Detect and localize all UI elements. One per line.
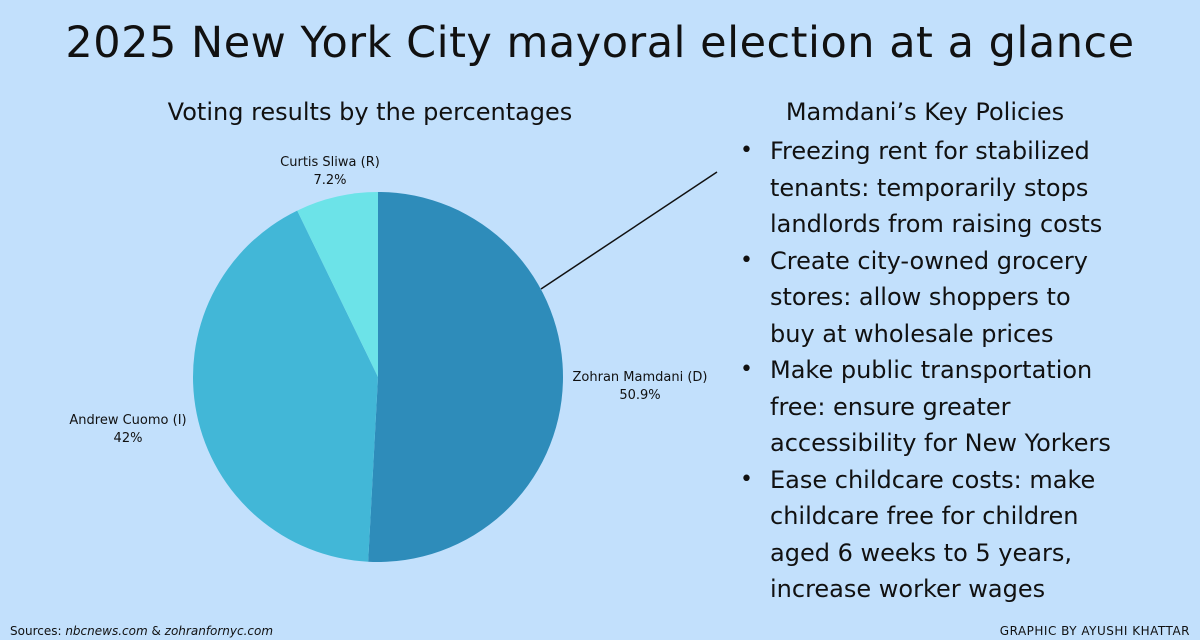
- sources: Sources: nbcnews.com & zohranfornyc.com: [10, 624, 273, 638]
- pie-slice-2: [193, 210, 378, 562]
- slice-name-label: Andrew Cuomo (I): [69, 413, 186, 428]
- graphic-credit: GRAPHIC BY AYUSHI KHATTAR: [999, 624, 1190, 638]
- policy-item: • Create city-owned grocery stores: allow…: [740, 243, 1115, 353]
- bullet-icon: •: [740, 138, 753, 163]
- policy-text: Make public transportation free: ensure …: [770, 356, 1111, 457]
- pie-labels: Zohran Mamdani (D) 50.9% Andrew Cuomo (I) 4…: [69, 155, 707, 446]
- policy-item: • Freezing rent for stabilized tenants: t…: [740, 133, 1110, 243]
- slice-name-label: Zohran Mamdani (D): [573, 370, 708, 385]
- bullet-icon: •: [740, 466, 753, 492]
- bullet-icon: •: [740, 247, 753, 273]
- source-link-zohran[interactable]: zohranfornyc.com: [164, 624, 274, 638]
- policy-item: • Ease childcare costs: make childcare fr…: [740, 462, 1100, 608]
- bullet-icon: •: [740, 357, 753, 382]
- policy-text: Ease childcare costs: make childcare fre…: [770, 465, 1096, 604]
- sources-prefix: Sources:: [10, 624, 66, 638]
- sources-separator: &: [147, 624, 165, 638]
- slice-value-label: 42%: [114, 431, 143, 446]
- pie-slices: [193, 192, 564, 562]
- policies-list: • Freezing rent for stabilized tenants: t…: [740, 133, 1190, 608]
- policy-text: Freezing rent for stabilized tenants: te…: [770, 137, 1103, 238]
- slice-name-label: Curtis Sliwa (R): [280, 155, 380, 170]
- pie-slice-1: [368, 192, 564, 562]
- slice-value-label: 50.9%: [619, 388, 660, 403]
- policy-connector-line: [540, 171, 718, 290]
- pie-slice-3: [297, 192, 378, 377]
- policy-item: • Make public transportation free: ensure…: [740, 352, 1130, 462]
- policies-heading: Mamdani’s Key Policies: [785, 98, 1065, 126]
- policy-text: Create city-owned grocery stores: allow …: [770, 246, 1088, 348]
- slice-value-label: 7.2%: [313, 173, 346, 188]
- chart-title: Voting results by the percentages: [167, 98, 573, 126]
- source-link-nbc[interactable]: nbcnews.com: [65, 624, 148, 638]
- page-title: 2025 New York City mayoral election at a…: [65, 18, 1135, 68]
